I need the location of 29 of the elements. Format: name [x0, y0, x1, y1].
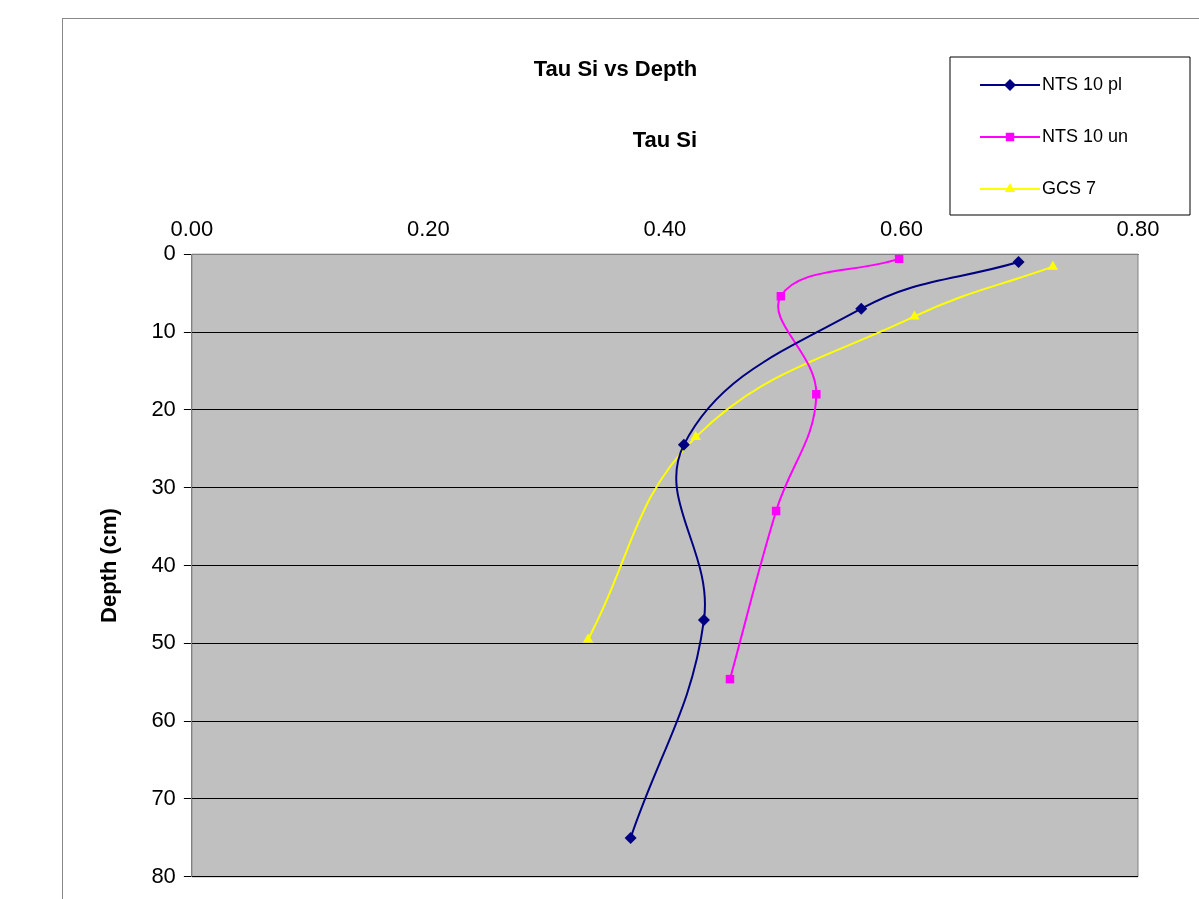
- point: [855, 302, 868, 315]
- point: [690, 431, 701, 441]
- point: [677, 438, 690, 451]
- chart-title: Tau Si vs Depth: [533, 56, 698, 82]
- legend-label: NTS 10 pl: [1042, 73, 1123, 94]
- y-tick-label: 60: [151, 707, 176, 733]
- y-axis-title: Depth (cm): [96, 508, 122, 623]
- legend-label: GCS 7: [1042, 177, 1097, 198]
- x-tick-label: 0.20: [406, 216, 450, 242]
- y-tick-label: 40: [151, 551, 176, 577]
- point: [812, 390, 821, 399]
- y-tick-label: 80: [151, 862, 176, 888]
- y-tick-label: 50: [151, 629, 176, 655]
- x-tick-label: 0.80: [1116, 216, 1160, 242]
- point: [624, 831, 637, 844]
- y-tick-label: 0: [163, 240, 176, 266]
- y-tick-label: 70: [151, 785, 176, 811]
- point: [582, 633, 594, 643]
- y-tick-label: 20: [151, 395, 176, 421]
- x-tick-label: 0.60: [880, 216, 923, 242]
- point: [1047, 260, 1059, 270]
- y-tick-label: 30: [151, 473, 176, 499]
- x-tick-label: 0.00: [170, 216, 214, 242]
- y-tick-label: 10: [151, 318, 176, 344]
- x-axis-title: Tau Si: [632, 126, 698, 152]
- point: [697, 613, 710, 626]
- x-tick-label: 0.40: [643, 216, 687, 242]
- legend-label: NTS 10 un: [1042, 125, 1129, 146]
- point: [1012, 255, 1025, 268]
